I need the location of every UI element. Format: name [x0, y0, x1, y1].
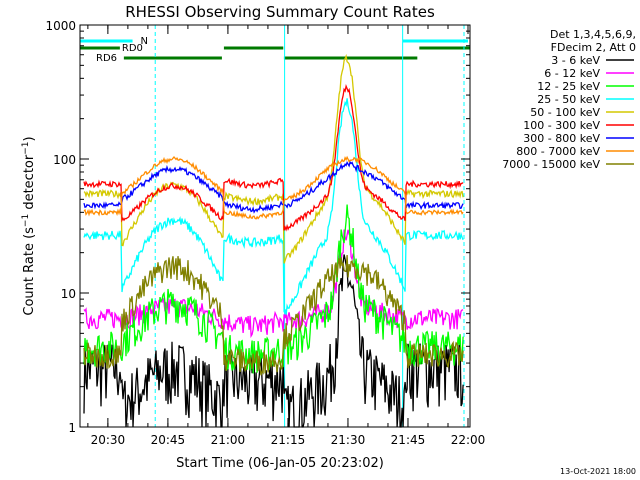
- legend-label-5: 100 - 300 keV: [523, 119, 600, 132]
- legend-header-1: FDecim 2, Att 0: [551, 41, 636, 54]
- y-tick-label: 1: [68, 421, 76, 435]
- chart-title: RHESSI Observing Summary Count Rates: [125, 3, 435, 21]
- y-axis-label-mid: detector: [22, 154, 37, 214]
- axis-ticks: 1 10 100 1000 20:30 20:45 21:00 21:15 21:30 21:45…: [45, 19, 485, 447]
- x-tick-label: 21:30: [331, 433, 366, 447]
- legend-label-1: 6 - 12 keV: [544, 67, 600, 80]
- legend-label-6: 300 - 800 keV: [523, 132, 600, 145]
- x-tick-label: 21:00: [211, 433, 246, 447]
- rd6-label: RD6: [96, 53, 117, 64]
- legend-label-8: 7000 - 15000 keV: [502, 158, 600, 171]
- series-line-8: [83, 254, 464, 376]
- y-axis-label-main: Count Rate (s: [22, 227, 37, 316]
- legend-label-7: 800 - 7000 keV: [516, 145, 600, 158]
- y-tick-label: 1000: [45, 19, 76, 33]
- series-line-0: [83, 254, 464, 428]
- night-label: N: [141, 36, 148, 47]
- x-tick-label: 21:45: [391, 433, 426, 447]
- y-axis-label-sup-2: −1: [21, 141, 31, 154]
- footer-timestamp: 13-Oct-2021 18:00: [560, 467, 636, 476]
- series-line-5: [83, 84, 464, 232]
- series-line-1: [83, 229, 464, 339]
- y-axis-label-sup-1: −1: [21, 214, 31, 227]
- rd0-label: RD0: [122, 43, 143, 54]
- y-tick-label: 10: [61, 287, 76, 301]
- series-line-6: [83, 160, 464, 214]
- legend-label-4: 50 - 100 keV: [530, 106, 600, 119]
- legend-label-0: 3 - 6 keV: [551, 54, 600, 67]
- y-tick-label: 100: [53, 153, 76, 167]
- x-tick-label: 22:00: [451, 433, 486, 447]
- y-axis-label: Count Rate (s−1 detector−1): [21, 136, 37, 315]
- x-axis-label: Start Time (06-Jan-05 20:23:02): [176, 456, 384, 471]
- legend-label-3: 25 - 50 keV: [537, 93, 600, 106]
- series-line-3: [83, 98, 464, 315]
- series-line-7: [83, 155, 464, 220]
- legend-header-0: Det 1,3,4,5,6,9,: [550, 28, 636, 41]
- y-axis-label-end: ): [22, 136, 37, 141]
- legend-label-2: 12 - 25 keV: [537, 80, 600, 93]
- plot-frame: [79, 24, 471, 428]
- series-line-4: [83, 53, 464, 264]
- legend: Det 1,3,4,5,6,9,FDecim 2, Att 03 - 6 keV…: [502, 28, 636, 171]
- x-tick-label: 20:30: [91, 433, 126, 447]
- x-tick-label: 21:15: [271, 433, 306, 447]
- x-tick-label: 20:45: [151, 433, 186, 447]
